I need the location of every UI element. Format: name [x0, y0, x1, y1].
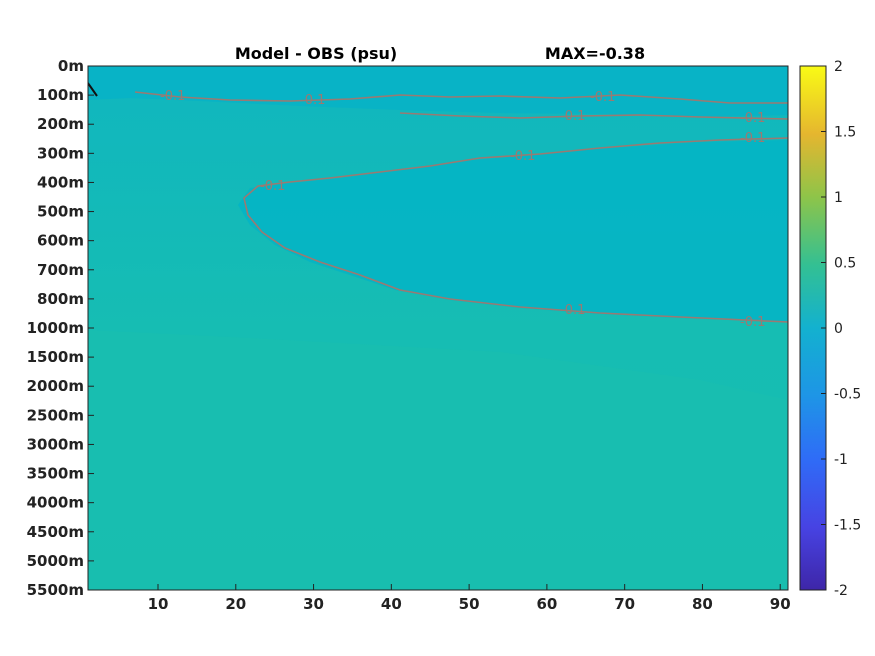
x-tick-label: 40 — [381, 595, 402, 613]
contour-line-shallow — [134, 91, 788, 104]
y-axis: 0m 100m 200m 300m 400m 500m 600m 700m 800m 1000m 1… — [27, 57, 94, 599]
x-axis: 10 20 30 40 50 60 70 80 90 — [148, 584, 791, 613]
chart-subtitle: MAX=-0.38 — [545, 44, 645, 63]
negative-band-tongue — [238, 140, 788, 322]
x-tick-label: 70 — [614, 595, 635, 613]
contour-label: -0.1 — [510, 149, 535, 164]
x-tick-label: 10 — [148, 595, 169, 613]
contour-line-200m — [399, 112, 788, 120]
x-tick-label: 80 — [692, 595, 713, 613]
contour-label: -0.1 — [300, 93, 325, 108]
contour-labels: -0.1 -0.1 -0.1 -0.1 -0.1 -0.1 -0.1 -0.1 … — [160, 89, 765, 330]
deep-shading — [88, 330, 788, 590]
contour-label: -0.1 — [160, 89, 185, 104]
x-tick-label: 20 — [225, 595, 246, 613]
colorbar-tick-label: -2 — [834, 583, 848, 599]
y-tick-label: 0m — [58, 57, 84, 75]
y-tick-label: 400m — [37, 173, 84, 191]
y-tick-label: 500m — [37, 203, 84, 221]
y-tick-label: 3000m — [27, 435, 84, 453]
y-tick-label: 200m — [37, 115, 84, 133]
contour-line-tongue — [243, 137, 788, 323]
contour-label: -0.1 — [740, 131, 765, 146]
colorbar-tick-label: -0.5 — [834, 387, 861, 403]
colorbar-tick-label: 0.5 — [834, 256, 856, 272]
y-tick-label: 5000m — [27, 552, 84, 570]
chart-title: Model - OBS (psu) — [235, 44, 397, 63]
colorbar-tick-label: -1.5 — [834, 518, 861, 534]
contour-label: -0.1 — [260, 179, 285, 194]
contour-label: -0.1 — [740, 315, 765, 330]
contour-label: -0.1 — [590, 90, 615, 105]
x-tick-label: 60 — [536, 595, 557, 613]
y-tick-label: 5500m — [27, 581, 84, 599]
x-tick-label: 30 — [303, 595, 324, 613]
contour-label: -0.1 — [740, 111, 765, 126]
contour-label: -0.1 — [560, 303, 585, 318]
y-tick-label: 1500m — [27, 348, 84, 366]
y-tick-label: 100m — [37, 86, 84, 104]
y-tick-label: 4000m — [27, 494, 84, 512]
colorbar-axis: 2 1.5 1 0.5 0 -0.5 -1 -1.5 -2 — [821, 59, 861, 599]
colorbar-tick-label: 2 — [834, 59, 843, 75]
colorbar-tick-label: 1 — [834, 190, 843, 206]
y-tick-label: 800m — [37, 290, 84, 308]
negative-band-upper — [88, 66, 788, 117]
contour-line-dark — [88, 81, 98, 97]
x-tick-label: 50 — [459, 595, 480, 613]
y-tick-label: 300m — [37, 144, 84, 162]
plot-area: -0.1 -0.1 -0.1 -0.1 -0.1 -0.1 -0.1 -0.1 … — [88, 66, 788, 590]
y-tick-label: 2500m — [27, 406, 84, 424]
colorbar-tick-label: 1.5 — [834, 125, 856, 141]
y-tick-label: 4500m — [27, 523, 84, 541]
colorbar-tick-label: -1 — [834, 452, 848, 468]
y-tick-label: 700m — [37, 261, 84, 279]
contour-label: -0.1 — [560, 109, 585, 124]
colorbar-tick-label: 0 — [834, 321, 843, 337]
x-tick-label: 90 — [770, 595, 791, 613]
y-tick-label: 2000m — [27, 377, 84, 395]
y-tick-label: 3500m — [27, 465, 84, 483]
y-tick-label: 600m — [37, 232, 84, 250]
y-tick-label: 1000m — [27, 319, 84, 337]
